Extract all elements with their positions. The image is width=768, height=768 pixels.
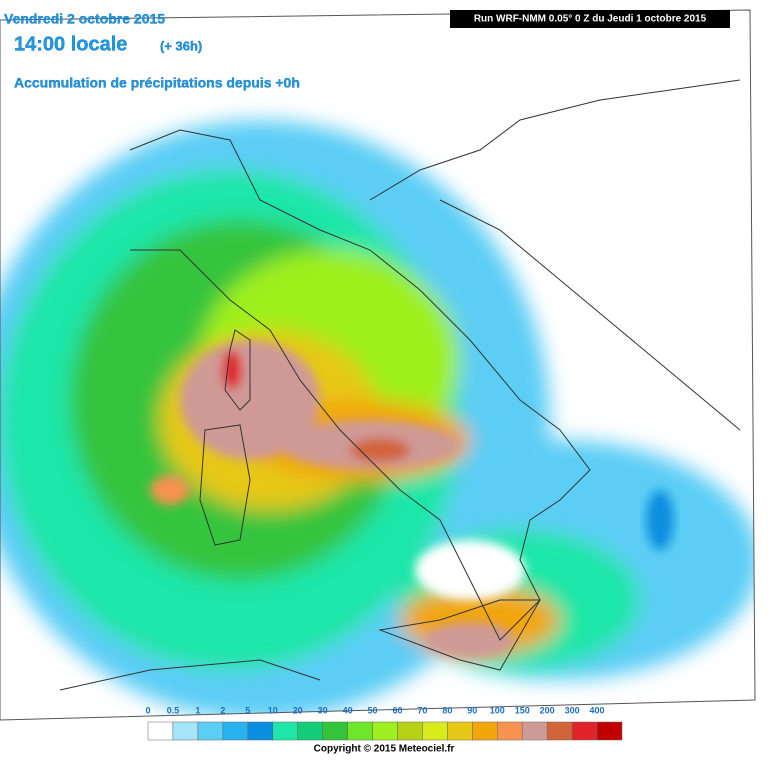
legend-label: 40 bbox=[343, 705, 353, 715]
legend-swatch bbox=[372, 721, 398, 741]
time: 14:00 locale bbox=[14, 33, 127, 55]
legend-label: 0 bbox=[145, 705, 150, 715]
legend-swatch bbox=[422, 721, 448, 741]
legend-label: 50 bbox=[368, 705, 378, 715]
legend-label: 400 bbox=[590, 705, 605, 715]
legend-swatch bbox=[347, 721, 373, 741]
legend-swatch bbox=[297, 721, 323, 741]
legend-label: 2 bbox=[220, 705, 225, 715]
legend-swatch bbox=[247, 721, 273, 741]
legend-swatch bbox=[197, 721, 224, 741]
legend-swatch bbox=[596, 721, 623, 741]
legend-swatch bbox=[521, 721, 548, 741]
coastlines bbox=[59, 79, 741, 691]
legend-label: 1 bbox=[195, 705, 200, 715]
legend-label: 60 bbox=[392, 705, 402, 715]
legend-label: 10 bbox=[268, 705, 278, 715]
legend-label: 0.5 bbox=[167, 705, 180, 715]
legend-swatch bbox=[546, 721, 573, 741]
run-info: Run WRF-NMM 0.05° 0 Z du Jeudi 1 octobre… bbox=[474, 14, 707, 25]
legend-label: 5 bbox=[245, 705, 250, 715]
legend-label: 70 bbox=[417, 705, 427, 715]
legend-swatch bbox=[397, 721, 423, 741]
legend-swatch bbox=[147, 721, 174, 741]
legend-swatch bbox=[497, 721, 523, 741]
legend-label: 300 bbox=[565, 705, 580, 715]
lead-time: (+ 36h) bbox=[160, 38, 202, 53]
legend-label: 90 bbox=[467, 705, 477, 715]
legend-label: 20 bbox=[293, 705, 303, 715]
subtitle: Accumulation de précipitations depuis +0… bbox=[14, 75, 300, 91]
legend-label: 200 bbox=[540, 705, 555, 715]
legend-swatch bbox=[272, 721, 298, 741]
copyright: Copyright © 2015 Meteociel.fr bbox=[314, 744, 455, 755]
legend-label: 150 bbox=[515, 705, 530, 715]
legend: 0 0.5 1 2 5 10 20 30 40 50 60 70 80 90 100 150 200 300 400 bbox=[145, 705, 623, 741]
run-box bbox=[450, 10, 730, 28]
legend-label: 100 bbox=[490, 705, 505, 715]
legend-swatch bbox=[322, 721, 348, 741]
legend-swatch bbox=[571, 721, 598, 741]
legend-label: 80 bbox=[442, 705, 452, 715]
legend-swatch bbox=[172, 721, 199, 741]
date: Vendredi 2 octobre 2015 bbox=[4, 11, 165, 27]
legend-swatch bbox=[472, 721, 498, 741]
legend-swatch bbox=[447, 721, 473, 741]
legend-label: 30 bbox=[318, 705, 328, 715]
legend-swatch bbox=[222, 721, 249, 741]
